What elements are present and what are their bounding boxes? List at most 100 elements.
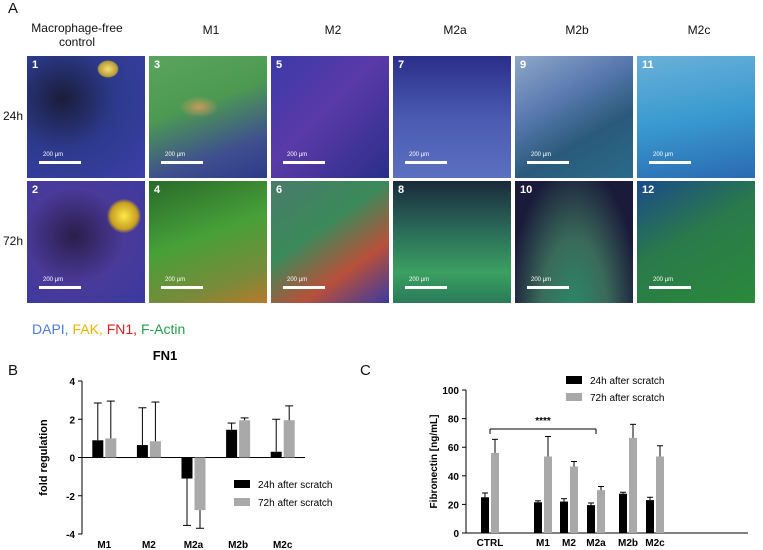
y-tick-label: 20 — [448, 500, 460, 511]
bar-m2a-24h — [587, 505, 595, 533]
bar-m2c-72h — [283, 420, 295, 458]
col-header-m2c: M2c — [687, 23, 711, 37]
scale-bar — [283, 161, 325, 164]
scale-bar — [39, 286, 81, 289]
x-tick-label: M2b — [618, 538, 638, 549]
bar-m2-24h — [560, 501, 568, 533]
stain-f-actin: F-Actin — [140, 321, 186, 337]
scale-bar-label: 200 µm — [531, 277, 552, 283]
bar-m2a-72h — [194, 457, 206, 511]
tile-number: 4 — [154, 184, 161, 196]
chart-fibronectin: Fibronectin [ng/mL] 0 20 40 60 80 100 CTRL M1 M2 M… — [429, 376, 748, 549]
tile-number: 6 — [276, 184, 283, 196]
scale-bar-label: 200 µm — [653, 277, 674, 283]
legend-label: 72h after scratch — [258, 498, 332, 509]
micrograph-tile: 10 200 µm — [515, 181, 633, 303]
tile-number: 10 — [520, 184, 533, 196]
legend-label: 24h after scratch — [258, 480, 332, 491]
bar-m1-72h — [105, 438, 117, 458]
scale-bar-label: 200 µm — [531, 152, 552, 158]
col-header-m2b: M2b — [565, 23, 589, 37]
y-tick-label: 4 — [69, 377, 75, 388]
y-axis-label: fold regulation — [38, 419, 50, 496]
legend-swatch — [234, 498, 250, 506]
bar-ctrl-72h — [491, 452, 499, 533]
micrograph-tile: 1 200 µm — [27, 56, 145, 178]
panel-b-letter: B — [8, 362, 19, 379]
micrograph-tile: 4 200 µm — [149, 181, 267, 303]
micrograph-tile: 12 200 µm — [637, 181, 755, 303]
stain-fak: FAK, — [72, 321, 103, 337]
legend-label: 24h after scratch — [590, 376, 664, 387]
bar-m2b-24h — [619, 493, 627, 533]
scale-bar-label: 200 µm — [653, 152, 674, 158]
bar-m2b-72h — [629, 437, 637, 533]
y-tick-label: 60 — [448, 443, 460, 454]
micrograph-tile: 9 200 µm — [515, 56, 633, 178]
scale-bar-label: 200 µm — [43, 277, 64, 283]
col-header-m2: M2 — [324, 23, 342, 37]
x-tick-label: M2 — [142, 540, 156, 550]
y-tick-label: -2 — [66, 492, 75, 503]
bar-ctrl-24h — [481, 497, 489, 533]
stain-legend: DAPI, FAK, FN1, F-Actin — [32, 321, 185, 337]
scale-bar — [405, 286, 447, 289]
bar-m1-24h — [92, 440, 104, 458]
micrograph-tile: 6 200 µm — [271, 181, 389, 303]
x-tick-label: M2 — [562, 538, 576, 549]
tile-number: 2 — [32, 184, 39, 196]
scale-bar — [527, 286, 569, 289]
scale-bar — [649, 286, 691, 289]
x-tick-label: M2a — [586, 538, 606, 549]
micrograph-tile: 5 200 µm — [271, 56, 389, 178]
bar-m1-24h — [534, 502, 542, 533]
tile-number: 1 — [32, 59, 39, 71]
y-tick-label: 100 — [442, 386, 459, 397]
legend-swatch — [566, 393, 582, 401]
bar-m2b-24h — [226, 429, 238, 458]
row-label-24h: 24h — [3, 109, 24, 123]
col-header-control: Macrophage-free control — [31, 21, 123, 49]
x-tick-label: M2b — [228, 540, 248, 550]
scale-bar-label: 200 µm — [287, 152, 308, 158]
bar-m1-72h — [544, 456, 552, 533]
bar-m2b-72h — [239, 420, 251, 458]
y-tick-label: 2 — [69, 415, 75, 426]
y-tick-label: -4 — [66, 530, 75, 541]
y-tick-label: 40 — [448, 472, 460, 483]
scale-bar-label: 200 µm — [165, 277, 186, 283]
tile-number: 3 — [154, 59, 161, 71]
scale-bar-label: 200 µm — [409, 152, 430, 158]
scale-bar — [161, 161, 203, 164]
tile-number: 5 — [276, 59, 283, 71]
y-tick-label: 0 — [453, 529, 459, 540]
y-axis-label: Fibronectin [ng/mL] — [429, 415, 440, 509]
scale-bar-label: 200 µm — [287, 277, 308, 283]
panel-a-letter: A — [8, 0, 19, 17]
bar-m2c-24h — [646, 500, 654, 533]
scale-bar-label: 200 µm — [409, 277, 430, 283]
tile-number: 7 — [398, 59, 405, 71]
scale-bar — [283, 286, 325, 289]
bar-m2c-24h — [270, 451, 282, 458]
micrograph-tile: 3 200 µm — [149, 56, 267, 178]
legend-swatch — [566, 376, 582, 384]
panel-c-letter: C — [360, 362, 371, 379]
bar-m2a-24h — [181, 457, 193, 479]
scale-bar — [161, 286, 203, 289]
significance-label: **** — [535, 416, 551, 427]
bar-m2-24h — [136, 445, 148, 458]
scale-bar-label: 200 µm — [165, 152, 186, 158]
x-tick-label: M1 — [536, 538, 550, 549]
x-tick-label: M1 — [97, 540, 111, 550]
micrograph-tile: 11 200 µm — [637, 56, 755, 178]
scale-bar — [527, 161, 569, 164]
micrograph-tile: 7 200 µm — [393, 56, 511, 178]
legend-swatch — [234, 480, 250, 488]
chart-fn1-fold-regulation: FN1 fold regulation -4 -2 0 2 4 M1 M2 M2a M2b M2c 24… — [38, 348, 332, 550]
micrograph-tile: 8 200 µm — [393, 181, 511, 303]
bar-m2-72h — [149, 441, 161, 458]
tile-number: 8 — [398, 184, 405, 196]
chart-title: FN1 — [153, 348, 178, 363]
col-header-m1: M1 — [202, 23, 220, 37]
